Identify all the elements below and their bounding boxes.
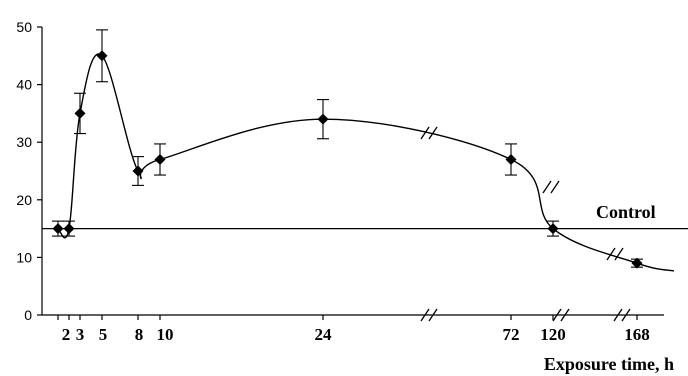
y-tick-label: 0 <box>24 307 32 323</box>
x-tick-label: 8 <box>135 325 144 344</box>
x-tick-label: 5 <box>99 325 108 344</box>
x-axis-ticks: 2 3 5 8 10 24 72 120 168 <box>57 315 650 344</box>
y-tick-label: 40 <box>16 77 32 93</box>
data-points <box>52 29 643 269</box>
data-point-marker <box>317 113 329 125</box>
data-point-marker <box>505 153 517 165</box>
data-point-marker <box>547 223 559 235</box>
data-point-marker <box>52 223 64 235</box>
x-axis-break-mark <box>613 308 623 322</box>
axis-breaks <box>420 126 631 322</box>
series-curve <box>57 53 675 272</box>
curve-break-mark <box>428 126 438 140</box>
x-tick-label: 2 <box>62 325 71 344</box>
x-tick-label: 72 <box>503 325 520 344</box>
curve-break-mark <box>420 126 430 140</box>
curve-break-mark <box>550 180 560 194</box>
x-axis-break-mark <box>420 308 430 322</box>
series-curve-group <box>57 53 675 272</box>
x-tick-label: 120 <box>540 325 566 344</box>
x-tick-label: 168 <box>624 325 650 344</box>
y-tick-label: 20 <box>16 192 32 208</box>
axes <box>41 27 664 316</box>
y-tick-label: 50 <box>16 19 32 35</box>
x-axis-label: Exposure time, h <box>544 354 674 374</box>
control-line-group: Control <box>42 202 688 230</box>
data-point-marker <box>154 153 166 165</box>
data-point-marker <box>74 107 86 119</box>
x-tick-label: 24 <box>315 325 333 344</box>
y-axis-ticks: 0 10 20 30 40 50 <box>16 19 42 323</box>
control-label: Control <box>596 202 656 222</box>
data-point-marker <box>132 165 144 177</box>
x-axis-break-mark <box>560 308 570 322</box>
x-axis-break-mark <box>621 308 631 322</box>
curve-break-mark <box>542 180 552 194</box>
curve-break-mark <box>606 247 616 261</box>
y-tick-label: 10 <box>16 249 32 265</box>
data-point-marker <box>96 50 108 62</box>
x-tick-label: 3 <box>76 325 85 344</box>
curve-break-mark <box>614 247 624 261</box>
data-point-marker <box>63 223 75 235</box>
x-axis-break-mark <box>552 308 562 322</box>
y-tick-label: 30 <box>16 134 32 150</box>
x-tick-label: 10 <box>157 325 174 344</box>
x-axis-break-mark <box>428 308 438 322</box>
data-point-marker <box>631 257 643 269</box>
